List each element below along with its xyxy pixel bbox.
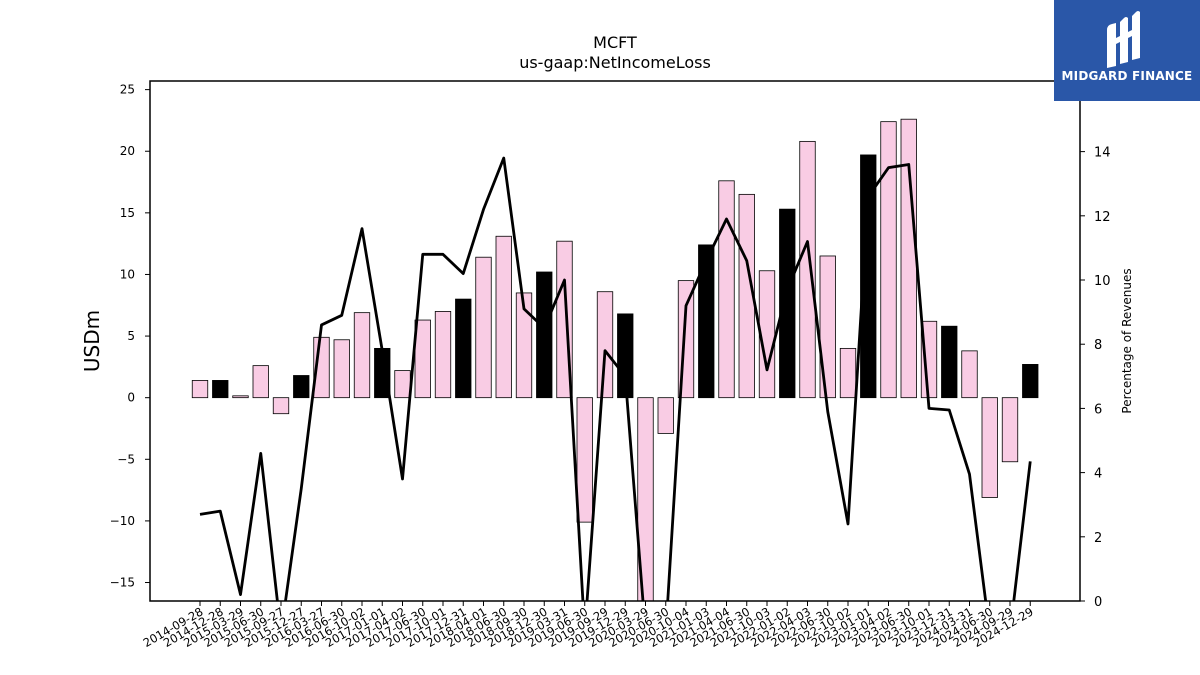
y2-tick-label: 4 [1094,467,1102,482]
y2-tick-label: 6 [1094,402,1102,417]
plot-frame [149,80,1081,602]
bar-2016-06-30 [333,339,350,399]
bar-2018-04-01 [475,256,492,399]
bar-2023-06-30 [900,118,917,399]
y2-tick-label: 2 [1094,531,1102,546]
bar-2018-12-30 [536,271,553,399]
y2-tick-label: 14 [1094,146,1111,161]
percentage-line [199,156,1032,601]
bar-2016-10-02 [353,312,371,399]
bar-2022-06-30 [819,255,836,399]
bar-2014-12-28 [212,380,229,399]
y-tick-label: −5 [117,452,135,466]
bar-2017-12-31 [455,298,472,399]
bar-2022-10-02 [839,347,857,399]
bar-2015-12-27 [293,375,310,399]
bar-2019-12-29 [617,313,634,399]
y2-axis-label: Percentage of Revenues [1120,268,1134,413]
y-tick-label: 20 [120,144,135,158]
bar-2021-04-04 [718,180,735,399]
bar-2015-03-29 [232,395,249,399]
bar-2017-04-02 [394,370,411,399]
bar-2017-06-30 [414,319,431,399]
bar-2024-12-29 [1022,364,1039,399]
bar-2017-10-01 [434,311,452,399]
bar-2023-04-02 [880,121,897,399]
y2-tick-label: 8 [1094,338,1102,353]
bar-2018-09-30 [515,292,533,399]
axis-ticks: −15−10−50510152025024681012142014-09-282… [110,83,1111,650]
y-tick-label: 10 [120,267,135,281]
y2-tick-label: 10 [1094,274,1111,289]
chart-title: MCFT [593,33,637,52]
chart-subtitle: us-gaap:NetIncomeLoss [519,53,711,72]
y-tick-label: 25 [120,83,135,97]
bar-2015-09-27 [272,397,290,415]
bar-2014-09-28 [191,380,209,399]
bar-2023-01-01 [860,154,877,399]
y-tick-label: −15 [110,576,135,590]
bar-series [191,118,1039,601]
bar-2018-06-30 [495,235,512,399]
midgard-logo: MIDGARD FINANCE [1054,0,1200,101]
logo-text: MIDGARD FINANCE [1061,69,1193,83]
y2-tick-label: 12 [1094,210,1111,225]
bar-2023-12-31 [941,325,958,399]
bar-2020-06-30 [657,397,674,434]
bar-2020-03-29 [637,397,654,601]
bar-2021-01-03 [698,244,715,399]
y-tick-label: 15 [120,206,135,220]
bar-2022-01-02 [779,208,796,399]
bar-2015-06-30 [252,365,269,399]
y-tick-label: 5 [127,329,135,343]
line-series [199,156,1032,601]
y-tick-label: −10 [110,514,135,528]
bar-2024-03-31 [961,350,978,399]
midgard-logo-icon [1107,11,1140,68]
bar-2024-09-29 [1001,397,1019,463]
y2-tick-label: 0 [1094,595,1102,610]
bar-2019-09-29 [596,291,614,399]
bar-2022-04-03 [799,140,816,399]
bar-2024-06-30 [981,397,998,498]
y-tick-label: 0 [127,391,135,405]
y-axis-label: USDm [80,310,104,372]
bar-2019-06-30 [576,397,593,523]
